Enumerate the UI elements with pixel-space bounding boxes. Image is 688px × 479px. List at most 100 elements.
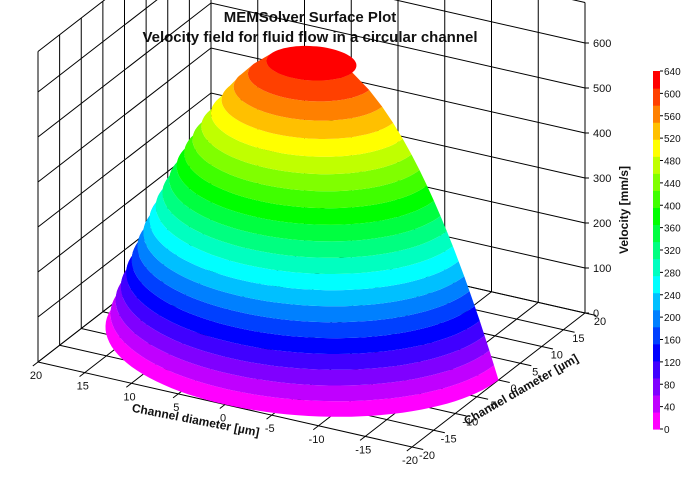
y-tick-label: -20 [419, 450, 435, 462]
x-tick-mark [266, 414, 273, 420]
surface-band [192, 109, 420, 192]
colorbar-swatch [653, 326, 660, 345]
x-tick-label: -5 [265, 423, 275, 435]
colorbar-tick-label: 400 [664, 201, 681, 212]
wall-grid-line [37, 92, 586, 228]
colorbar-swatch [653, 71, 660, 89]
colorbar-tick-label: 40 [664, 403, 676, 414]
colorbar-swatch [653, 258, 660, 277]
colorbar-swatch [653, 411, 660, 430]
colorbar-tick-label: 320 [664, 246, 681, 257]
x-tick-mark [219, 404, 226, 409]
wall-grid-line [37, 0, 586, 93]
colorbar-tick-label: 360 [664, 224, 681, 235]
y-tick-mark [498, 379, 510, 384]
colorbar-tick-label: 80 [664, 380, 676, 391]
colorbar-swatch [653, 156, 660, 174]
x-tick-mark [313, 425, 319, 431]
x-tick-label: -20 [402, 455, 418, 467]
colorbar-swatch [653, 360, 660, 379]
colorbar-tick-label: 600 [664, 89, 681, 100]
colorbar-swatch [653, 190, 660, 208]
colorbar-swatch [653, 275, 660, 294]
colorbar-tick-label: 520 [664, 134, 681, 145]
y-tick-label: 10 [551, 350, 563, 362]
z-tick-label: 600 [593, 38, 611, 50]
x-tick-mark [172, 393, 179, 399]
colorbar: 0 40 80 120 160 200 240 280 320 360 400 440 480 520 56… [653, 67, 681, 436]
colorbar-swatch [653, 343, 660, 362]
colorbar-tick-label: 480 [664, 157, 681, 168]
y-tick-label: -5 [487, 400, 497, 412]
z-axis-label: Velocity [mm/s] [617, 166, 631, 254]
y-tick-label: -10 [462, 417, 478, 429]
y-tick-mark [541, 346, 554, 350]
colorbar-tick-label: 280 [664, 268, 681, 279]
colorbar-swatch [653, 105, 660, 123]
y-tick-mark [455, 413, 467, 417]
colorbar-swatch [653, 139, 660, 157]
surface-band [115, 257, 490, 386]
y-tick-label: -15 [441, 433, 457, 445]
surface-band [176, 133, 434, 225]
chart-subtitle: Velocity field for fluid flow in a circu… [142, 29, 478, 46]
surface-band [211, 85, 403, 157]
x-tick-label: -15 [355, 444, 371, 456]
surface-cap [266, 45, 357, 81]
chart-title: MEMSolver Surface Plot [223, 9, 397, 26]
colorbar-swatch [653, 241, 660, 260]
colorbar-tick-label: 160 [664, 336, 681, 347]
surface-band [162, 157, 447, 258]
surface-band [233, 63, 383, 121]
surface-band [120, 244, 485, 370]
surface-band [137, 206, 470, 323]
x-tick-label: 5 [173, 402, 179, 414]
colorbar-swatch [653, 394, 660, 413]
x-tick-label: 10 [123, 391, 135, 403]
surface-band [126, 231, 480, 354]
colorbar-swatch [653, 122, 660, 140]
colorbar-swatch [653, 207, 660, 226]
surface-band [131, 219, 475, 339]
x-tick-label: -10 [309, 434, 325, 446]
wall-grid-line [37, 2, 586, 138]
x-tick-mark [126, 382, 132, 388]
colorbar-swatch [653, 88, 660, 106]
colorbar-tick-label: 640 [664, 67, 681, 78]
surface-band [105, 282, 499, 417]
z-tick-label: 200 [593, 218, 611, 230]
y-tick-label: 0 [510, 383, 516, 395]
x-tick-label: 20 [30, 370, 42, 382]
wall-grid-line [37, 47, 586, 183]
y-tick-mark [411, 446, 424, 451]
surface-band [221, 74, 394, 139]
surface-band [143, 194, 465, 307]
y-tick-mark [476, 396, 489, 400]
colorbar-swatch [653, 292, 660, 311]
colorbar-tick-label: 120 [664, 358, 681, 369]
colorbar-swatch [653, 309, 660, 328]
y-tick-mark [433, 429, 445, 434]
z-tick-label: 300 [593, 173, 611, 185]
x-tick-mark [359, 435, 366, 441]
y-tick-mark [520, 362, 532, 367]
x-tick-label: 15 [77, 381, 89, 393]
surface-band [155, 169, 453, 274]
surface-band [247, 53, 370, 102]
x-tick-label: 0 [220, 413, 226, 425]
colorbar-tick-label: 240 [664, 291, 681, 302]
colorbar-swatch [653, 224, 660, 243]
surface-band [169, 145, 441, 242]
colorbar-tick-label: 560 [664, 112, 681, 123]
surface-band [184, 121, 427, 209]
z-tick-label: 400 [593, 128, 611, 140]
x-tick-mark [32, 361, 39, 367]
x-tick-mark [79, 372, 86, 378]
colorbar-swatch [653, 377, 660, 396]
y-tick-mark [563, 329, 575, 333]
z-tick-label: 100 [593, 263, 611, 275]
colorbar-swatch [653, 173, 660, 191]
